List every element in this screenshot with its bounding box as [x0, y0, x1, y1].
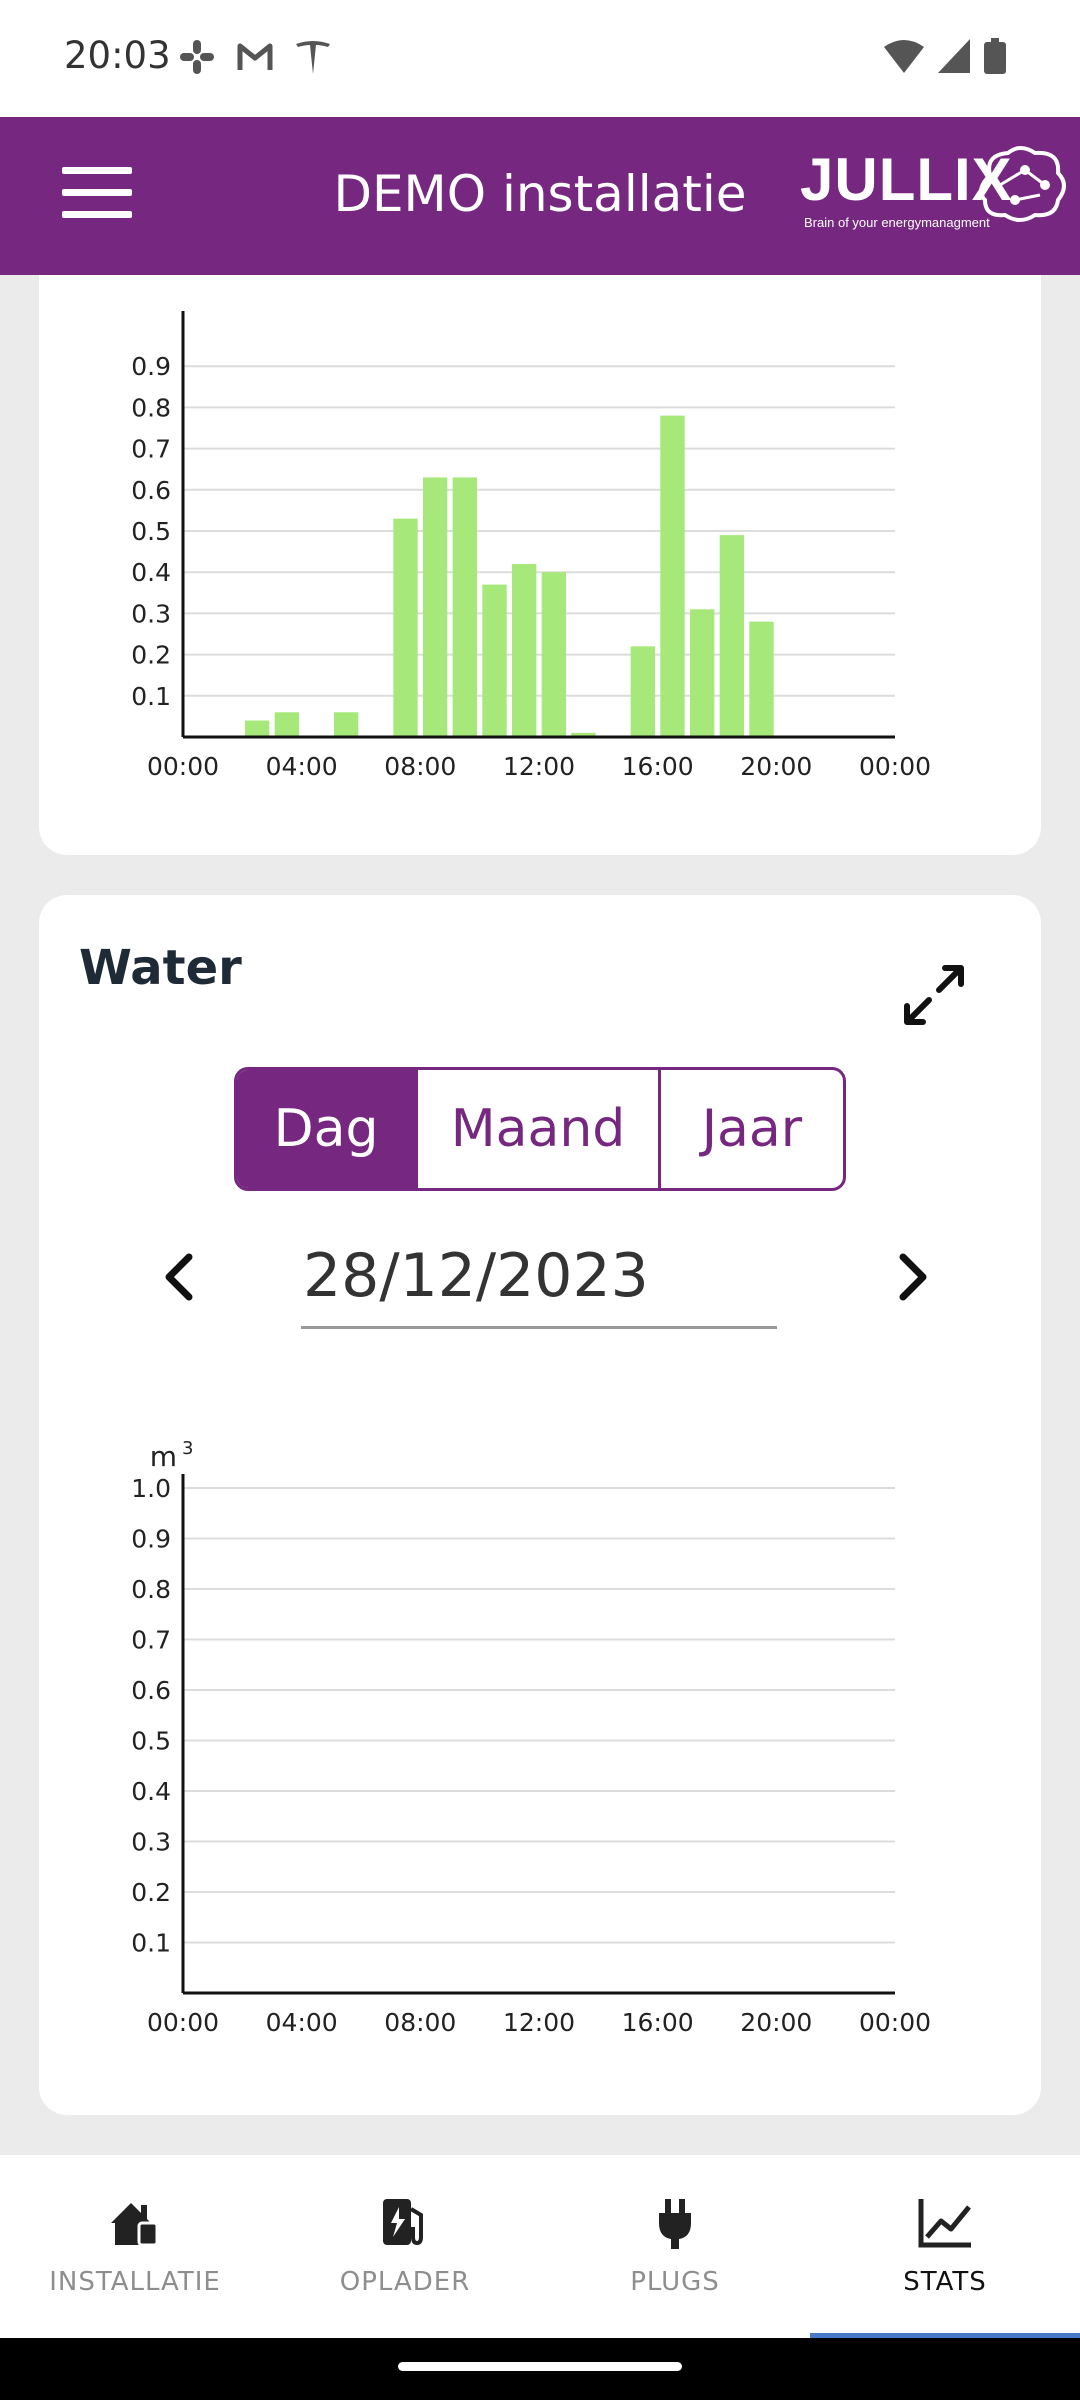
- status-bar: 20:03: [0, 0, 1080, 117]
- x-tick-label: 00:00: [859, 2008, 931, 2037]
- y-tick-label: 0.1: [131, 682, 171, 711]
- slack-icon: [178, 38, 216, 76]
- x-tick-label: 04:00: [266, 2008, 338, 2037]
- unit-label: m: [150, 1440, 177, 1473]
- y-tick-label: 0.6: [131, 476, 171, 505]
- x-tick-label: 08:00: [384, 2008, 456, 2037]
- water-bar-chart: 0.1 0.2 0.3 0.4 0.5 0.6 0.7 0.8 0.9 1.0 00:00 04:00…: [131, 1438, 931, 2037]
- chart-bar: [245, 720, 270, 737]
- x-tick-label: 12:00: [503, 752, 575, 781]
- nav-oplader[interactable]: OPLADER: [270, 2155, 540, 2338]
- page-title: DEMO installatie: [333, 165, 747, 223]
- unit-superscript: 3: [182, 1438, 193, 1459]
- y-tick-label: 0.9: [131, 352, 171, 381]
- y-tick-label: 0.3: [131, 1828, 171, 1857]
- status-time: 20:03: [64, 34, 171, 77]
- energy-bar-chart: 0.1 0.2 0.3 0.4 0.5 0.6 0.7 0.8 0.9 00:00 04:00 08:…: [131, 311, 931, 781]
- chart-bar: [393, 518, 418, 737]
- tab-maand[interactable]: Maand: [415, 1070, 658, 1188]
- nav-label: STATS: [903, 2267, 987, 2297]
- nav-label: INSTALLATIE: [49, 2267, 221, 2297]
- chart-bar: [690, 609, 715, 737]
- signal-icon: [938, 39, 970, 77]
- x-tick-label: 20:00: [740, 2008, 812, 2037]
- card-title: Water: [79, 940, 242, 996]
- y-tick-label: 0.7: [131, 435, 171, 464]
- x-tick-label: 16:00: [622, 2008, 694, 2037]
- y-tick-label: 0.4: [131, 1777, 171, 1806]
- y-tick-label: 0.8: [131, 1575, 171, 1604]
- x-tick-label: 00:00: [147, 2008, 219, 2037]
- tesla-icon: [294, 38, 332, 76]
- tab-dag[interactable]: Dag: [237, 1070, 416, 1188]
- water-card: Water Dag Maand Jaar 28/12/2023 0.1 0.2 0.…: [39, 895, 1041, 2115]
- x-tick-label: 12:00: [503, 2008, 575, 2037]
- chevron-left-icon: [165, 1253, 193, 1301]
- y-tick-label: 0.1: [131, 1929, 171, 1958]
- logo-text: JULLIX: [800, 146, 1013, 213]
- charger-icon: [383, 2199, 423, 2246]
- y-tick-label: 0.5: [131, 517, 171, 546]
- house-icon: [111, 2203, 159, 2247]
- plug-icon: [659, 2199, 691, 2249]
- y-tick-label: 0.7: [131, 1626, 171, 1655]
- nav-label: PLUGS: [630, 2267, 720, 2297]
- x-tick-label: 08:00: [384, 752, 456, 781]
- logo-tagline: Brain of your energymanagment: [804, 215, 990, 230]
- y-tick-label: 0.3: [131, 599, 171, 628]
- y-tick-label: 0.8: [131, 393, 171, 422]
- x-tick-label: 20:00: [740, 752, 812, 781]
- chart-bar: [452, 477, 477, 737]
- home-indicator[interactable]: [398, 2362, 682, 2371]
- y-tick-label: 0.2: [131, 1878, 171, 1907]
- nav-label: OPLADER: [339, 2267, 471, 2297]
- x-tick-label: 00:00: [859, 752, 931, 781]
- expand-icon[interactable]: [899, 960, 969, 1030]
- y-tick-label: 0.4: [131, 558, 171, 587]
- jullix-logo: JULLIX Brain of your energymanagment: [800, 145, 1070, 249]
- y-tick-label: 0.6: [131, 1676, 171, 1705]
- chart-bar: [274, 712, 299, 737]
- chart-bar: [749, 621, 774, 737]
- chart-bar: [719, 535, 744, 737]
- next-date-button[interactable]: [881, 1247, 941, 1307]
- y-tick-label: 0.2: [131, 641, 171, 670]
- active-tab-indicator: [810, 2333, 1080, 2338]
- bottom-navigation: INSTALLATIE OPLADER PLUGS STATS: [0, 2155, 1080, 2338]
- wifi-icon: [884, 39, 924, 77]
- x-tick-label: 04:00: [266, 752, 338, 781]
- stats-scroll-area[interactable]: 0.1 0.2 0.3 0.4 0.5 0.6 0.7 0.8 0.9 00:00 04:00 08:…: [0, 275, 1080, 2155]
- chart-bar: [512, 563, 537, 737]
- chevron-right-icon: [899, 1253, 927, 1301]
- chart-bar: [334, 712, 359, 737]
- energy-chart-card: 0.1 0.2 0.3 0.4 0.5 0.6 0.7 0.8 0.9 00:00 04:00 08:…: [39, 275, 1041, 855]
- gesture-bar: [0, 2338, 1080, 2400]
- stats-icon: [918, 2199, 971, 2248]
- menu-icon[interactable]: [62, 167, 132, 223]
- chart-bar: [482, 584, 507, 737]
- period-toggle: Dag Maand Jaar: [234, 1067, 846, 1191]
- chart-bar: [630, 646, 655, 737]
- x-tick-label: 16:00: [622, 752, 694, 781]
- nav-installatie[interactable]: INSTALLATIE: [0, 2155, 270, 2338]
- nav-stats[interactable]: STATS: [810, 2155, 1080, 2338]
- y-tick-label: 0.5: [131, 1727, 171, 1756]
- app-header: DEMO installatie JULLIX Brain of your en…: [0, 117, 1080, 275]
- gmail-icon: [236, 38, 274, 76]
- brain-icon: [979, 146, 1066, 222]
- x-tick-label: 00:00: [147, 752, 219, 781]
- chart-bar: [660, 415, 685, 737]
- y-tick-label: 1.0: [131, 1474, 171, 1503]
- chart-bar: [571, 732, 596, 737]
- y-tick-label: 0.9: [131, 1525, 171, 1554]
- system-icons: [884, 38, 1006, 78]
- battery-icon: [984, 38, 1006, 78]
- notification-icons: [178, 38, 332, 76]
- previous-date-button[interactable]: [151, 1247, 211, 1307]
- tab-jaar[interactable]: Jaar: [657, 1070, 843, 1188]
- chart-bar: [423, 477, 448, 737]
- date-field[interactable]: 28/12/2023: [301, 1225, 777, 1329]
- chart-bar: [541, 572, 566, 737]
- nav-plugs[interactable]: PLUGS: [540, 2155, 810, 2338]
